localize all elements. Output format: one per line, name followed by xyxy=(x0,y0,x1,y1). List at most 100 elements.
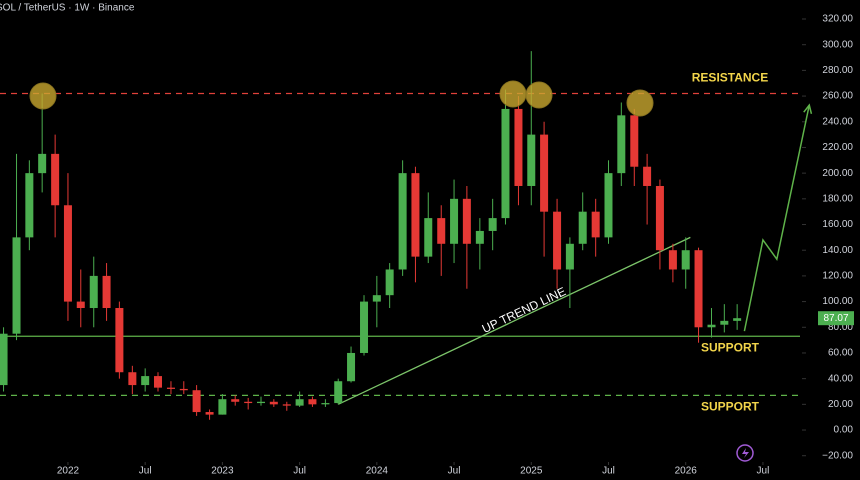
candle-body xyxy=(462,198,471,244)
candle-body xyxy=(38,153,47,174)
candle-body xyxy=(321,403,330,405)
candle-body xyxy=(437,218,446,244)
candle-body xyxy=(76,301,85,309)
candle-body xyxy=(655,185,664,251)
chart-title: SOL / TetherUS · 1W · Binance xyxy=(0,3,135,14)
level-label: SUPPORT xyxy=(701,340,760,354)
candle-body xyxy=(218,399,227,415)
price-tag-label: 87.07 xyxy=(823,313,848,324)
y-tick-label: 280.00 xyxy=(822,65,853,76)
y-tick-label: 200.00 xyxy=(822,168,853,179)
candle-body xyxy=(308,399,317,405)
y-tick-label: 100.00 xyxy=(822,296,853,307)
y-tick-label: 40.00 xyxy=(828,373,853,384)
x-tick-label: Jul xyxy=(139,466,152,477)
peak-marker xyxy=(525,81,553,109)
y-tick-label: 220.00 xyxy=(822,142,853,153)
y-tick-label: 0.00 xyxy=(834,425,854,436)
alert-icon-bolt xyxy=(742,448,749,458)
candle-body xyxy=(540,134,549,212)
candle-body xyxy=(12,237,21,334)
candle-body xyxy=(25,173,34,238)
x-tick-label: 2022 xyxy=(57,466,80,477)
price-tag xyxy=(818,311,854,326)
candle-body xyxy=(630,115,639,167)
y-tick-label: 300.00 xyxy=(822,39,853,50)
candle-body xyxy=(89,275,98,309)
y-tick-label: 80.00 xyxy=(828,322,853,333)
candle-body xyxy=(231,399,240,402)
candle-body xyxy=(514,108,523,186)
y-tick-label: 160.00 xyxy=(822,219,853,230)
projection-path xyxy=(743,104,811,332)
candle-body xyxy=(591,211,600,238)
candle-body xyxy=(192,390,201,413)
x-tick-label: 2023 xyxy=(211,466,234,477)
candle-body xyxy=(295,399,304,406)
overlay xyxy=(29,80,754,462)
candle-body xyxy=(63,205,72,302)
projection-arrowhead xyxy=(803,103,813,114)
candle-body xyxy=(51,153,60,206)
candle-body xyxy=(424,218,433,257)
x-tick-label: 2024 xyxy=(366,466,389,477)
x-tick-label: 2026 xyxy=(675,466,698,477)
y-tick-label: 320.00 xyxy=(822,14,853,25)
candle-body xyxy=(0,333,8,386)
candle-body xyxy=(553,211,562,270)
y-tick-label: 240.00 xyxy=(822,116,853,127)
candle-body xyxy=(707,324,716,328)
candle-body xyxy=(244,401,253,404)
peak-marker xyxy=(626,89,654,117)
candle-body xyxy=(360,301,369,353)
candle-body xyxy=(475,230,484,244)
peak-marker xyxy=(29,82,57,110)
candle-body xyxy=(128,372,137,386)
candle-body xyxy=(501,108,510,219)
candle-body xyxy=(694,250,703,328)
peak-marker xyxy=(499,80,527,108)
candle-body xyxy=(488,218,497,231)
candle-body xyxy=(166,387,175,389)
candle-body xyxy=(617,115,626,174)
candle-body xyxy=(347,352,356,382)
y-tick-label: 180.00 xyxy=(822,193,853,204)
level-label: SUPPORT xyxy=(701,400,760,414)
candle-body xyxy=(372,295,381,302)
x-tick-label: Jul xyxy=(757,466,770,477)
candle-body xyxy=(733,318,742,321)
candle-body xyxy=(205,412,214,415)
y-tick-label: 120.00 xyxy=(822,271,853,282)
candle-body xyxy=(720,320,729,325)
x-tick-label: 2025 xyxy=(520,466,543,477)
x-tick-label: Jul xyxy=(293,466,306,477)
candle-body xyxy=(257,401,266,404)
candle-body xyxy=(604,173,613,238)
candle-body xyxy=(668,250,677,270)
candle-body xyxy=(681,250,690,270)
candle-body xyxy=(153,376,162,388)
trend-line xyxy=(337,236,691,405)
candle-body xyxy=(450,198,459,244)
candle-body xyxy=(411,173,420,257)
candle-body xyxy=(334,381,343,404)
candle-body xyxy=(282,404,291,406)
candle-body xyxy=(269,401,278,405)
y-tick-label: 260.00 xyxy=(822,91,853,102)
candle-body xyxy=(115,308,124,373)
y-tick-label: 140.00 xyxy=(822,245,853,256)
candle-body xyxy=(578,211,587,244)
alert-icon[interactable] xyxy=(736,444,754,462)
candle-body xyxy=(643,166,652,186)
candle-body xyxy=(527,134,536,186)
candle-body xyxy=(398,173,407,270)
candle-body xyxy=(565,243,574,270)
y-tick-label: 20.00 xyxy=(828,399,853,410)
candle-body xyxy=(385,269,394,296)
candle-body xyxy=(179,388,188,391)
x-tick-label: Jul xyxy=(602,466,615,477)
x-tick-label: Jul xyxy=(448,466,461,477)
candle-body xyxy=(141,376,150,386)
candle-body xyxy=(102,275,111,309)
